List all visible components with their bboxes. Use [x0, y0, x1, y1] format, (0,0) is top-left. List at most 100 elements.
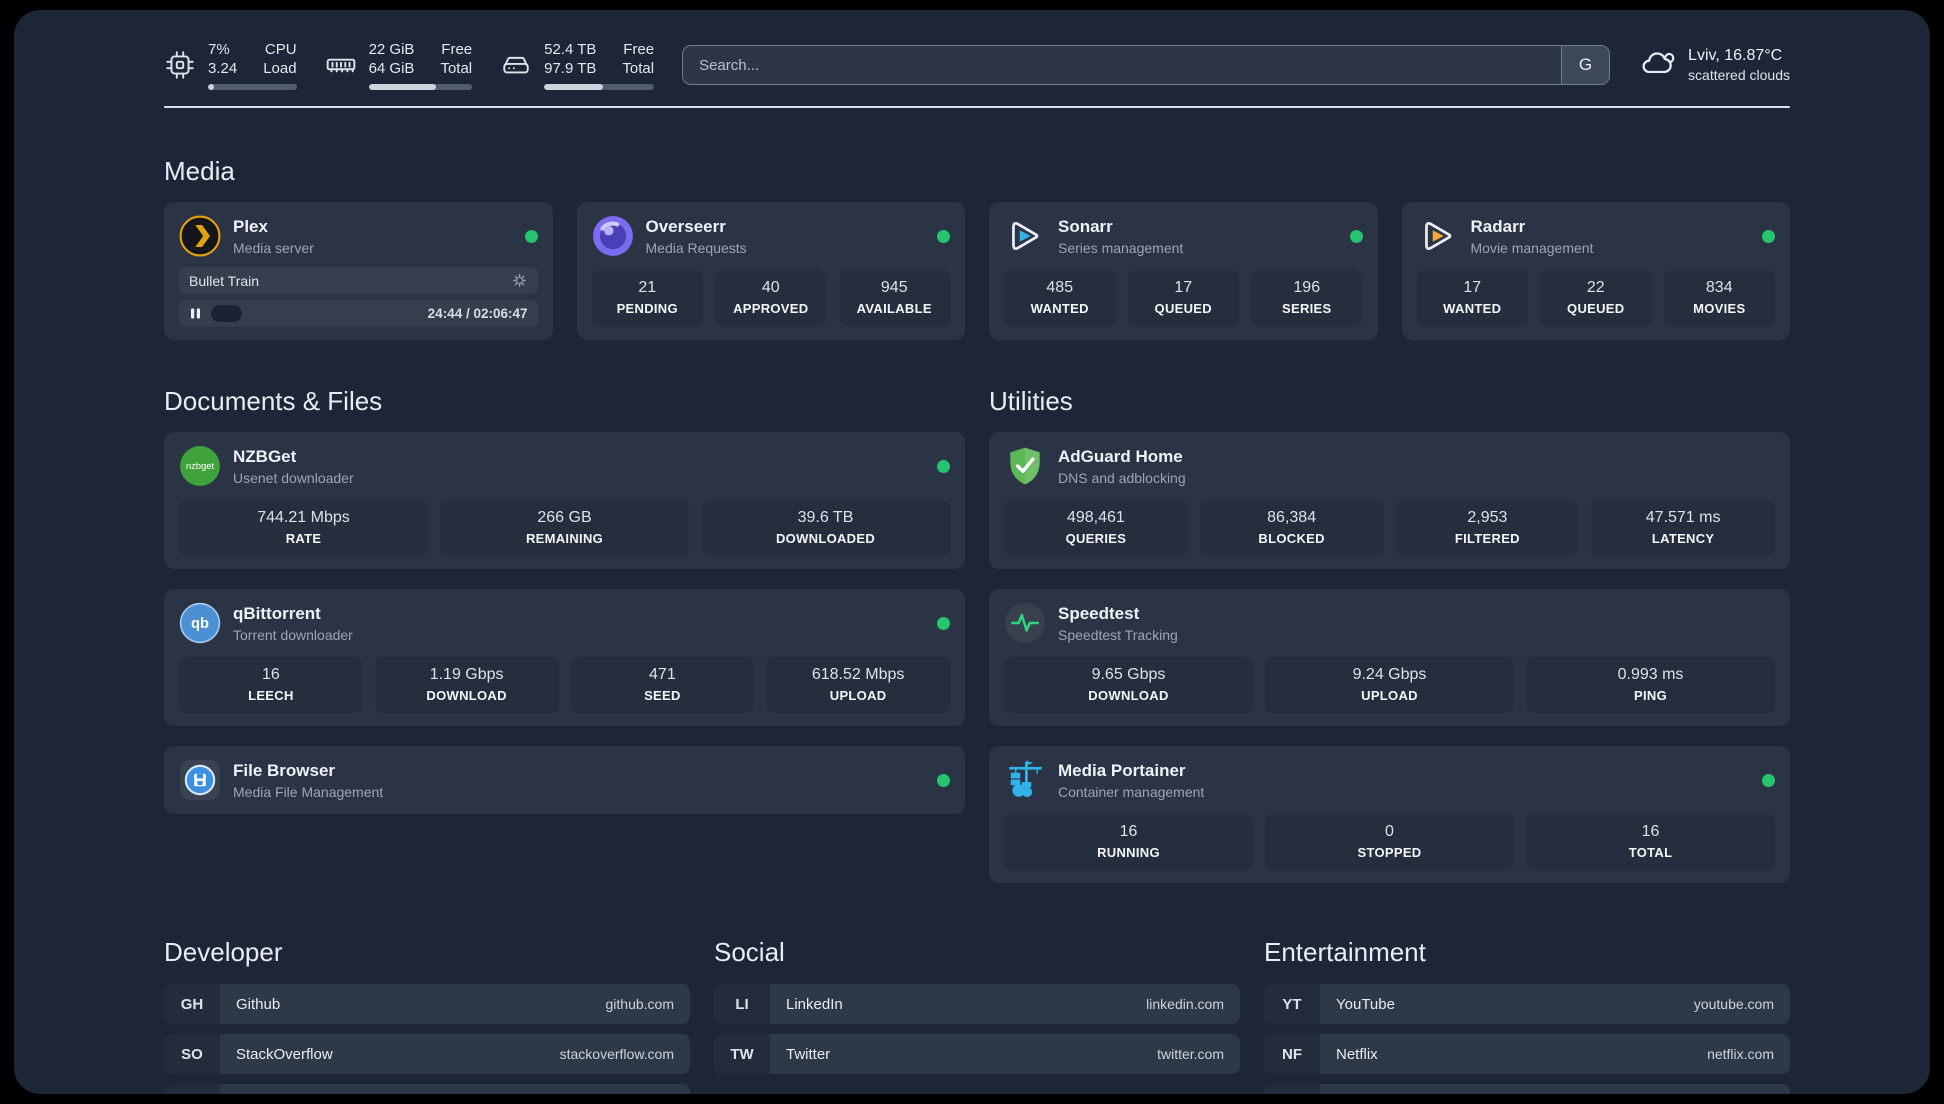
utilities-column: Utilities AdGuard Home	[989, 350, 1790, 903]
app-name: File Browser	[233, 760, 336, 780]
status-dot	[1349, 229, 1363, 243]
bookmark-netflix[interactable]: NF Netflix netflix.com	[1264, 1034, 1790, 1074]
app-card-nzbget[interactable]: nzbget NZBGet Usenet downloader 744.21 M…	[164, 432, 965, 569]
bookmark-name: LinkedIn	[786, 995, 843, 1013]
bookmark-twitter[interactable]: TW Twitter twitter.com	[714, 1034, 1240, 1074]
section-title-utilities: Utilities	[989, 386, 1073, 416]
memory-total-value: 64 GiB	[368, 60, 415, 77]
stat-tile-downloaded: 39.6 TB DOWNLOADED	[701, 500, 950, 556]
app-card-adguard[interactable]: AdGuard Home DNS and adblocking 498,461 …	[989, 432, 1790, 569]
app-name: NZBGet	[233, 446, 297, 466]
app-desc: Container management	[1058, 783, 1205, 800]
section-title-media: Media	[164, 156, 235, 186]
app-card-radarr[interactable]: Radarr Movie management 17 WANTED 22 QUE…	[1401, 202, 1790, 340]
plex-now-playing: Bullet Train	[179, 267, 538, 327]
radarr-icon	[1417, 215, 1459, 257]
app-desc: Speedtest Tracking	[1058, 626, 1178, 643]
media-grid: Plex Media server Bullet Train	[164, 202, 1790, 340]
bookmark-url: youtube.com	[1693, 996, 1774, 1012]
bookmark-url: github.com	[605, 996, 674, 1012]
svg-text:qb: qb	[191, 616, 209, 632]
app-card-portainer[interactable]: Media Portainer Container management 16 …	[989, 746, 1790, 883]
bookmark-url: linkedin.com	[1146, 996, 1224, 1012]
stat-tile-remaining: 266 GB REMAINING	[440, 500, 689, 556]
weather-location-temp: Lviv, 16.87°C	[1688, 47, 1783, 64]
storage-free-value: 52.4 TB	[544, 41, 597, 58]
bookmark-linkedin[interactable]: LI LinkedIn linkedin.com	[714, 984, 1240, 1024]
sonarr-icon	[1004, 215, 1046, 257]
app-card-qbittorrent[interactable]: qb qBittorrent Torrent downloader 16 LEE…	[164, 589, 965, 726]
bookmark-group-developer: Developer GH Github github.com SO StackO…	[164, 937, 690, 1094]
bookmark-group-social: Social LI LinkedIn linkedin.com TW Twitt…	[714, 937, 1240, 1094]
section-title-entertainment: Entertainment	[1264, 937, 1426, 967]
app-desc: Media File Management	[233, 783, 384, 800]
stat-tile-available: 945 AVAILABLE	[838, 270, 950, 326]
app-name: Overseerr	[645, 216, 726, 236]
now-playing-title: Bullet Train	[189, 272, 260, 289]
stat-tile-latency: 47.571 ms LATENCY	[1591, 500, 1775, 556]
stat-tile-total: 16 TOTAL	[1526, 814, 1775, 870]
overseerr-icon	[592, 215, 634, 257]
app-desc: Media server	[233, 239, 314, 256]
stat-tile-wanted: 485 WANTED	[1004, 270, 1116, 326]
bookmark-abbr: SO	[164, 1034, 220, 1074]
search-engine-button[interactable]: G	[1561, 46, 1610, 84]
app-name: Plex	[233, 216, 268, 236]
bookmark-name: Twitter	[786, 1045, 831, 1063]
app-name: AdGuard Home	[1058, 446, 1183, 466]
qbittorrent-icon: qb	[179, 602, 221, 644]
app-desc: Usenet downloader	[233, 469, 354, 486]
playback-progress-bar[interactable]	[211, 305, 419, 322]
status-dot	[937, 459, 950, 473]
stat-tile-leech: 16 LEECH	[179, 657, 363, 713]
bookmark-abbr: LI	[714, 984, 770, 1024]
ram-icon	[325, 49, 357, 81]
bookmark-youtube[interactable]: YT YouTube youtube.com	[1264, 984, 1790, 1024]
portainer-icon	[1004, 759, 1046, 801]
status-dot	[1762, 229, 1775, 243]
search-bar: G	[682, 45, 1611, 85]
stat-tile-series: 196 SERIES	[1251, 270, 1363, 326]
status-dot	[524, 229, 538, 243]
weather-widget[interactable]: Lviv, 16.87°C scattered clouds	[1638, 44, 1790, 87]
cpu-usage-value: 7%	[208, 41, 230, 58]
stat-tile-stopped: 0 STOPPED	[1265, 814, 1514, 870]
memory-free-value: 22 GiB	[368, 41, 415, 58]
gear-icon[interactable]	[511, 272, 528, 289]
app-name: Speedtest	[1058, 603, 1140, 623]
bookmark-group-entertainment: Entertainment YT YouTube youtube.com NF …	[1264, 937, 1790, 1094]
documents-column: Documents & Files nzbget NZBGet Usenet d	[164, 350, 965, 903]
app-card-filebrowser[interactable]: File Browser Media File Management	[164, 746, 965, 814]
storage-total-label: Total	[622, 60, 655, 77]
bookmark-github[interactable]: GH Github github.com	[164, 984, 690, 1024]
cpu-progress-bar	[208, 84, 297, 90]
search-input[interactable]	[682, 45, 1611, 85]
status-dot	[937, 616, 950, 630]
stat-tile-download: 9.65 Gbps DOWNLOAD	[1004, 657, 1253, 713]
nzbget-icon: nzbget	[179, 445, 221, 487]
app-name: Media Portainer	[1058, 760, 1186, 780]
pause-icon[interactable]	[189, 307, 202, 320]
status-dot	[1762, 773, 1775, 787]
app-card-sonarr[interactable]: Sonarr Series management 485 WANTED 17 Q…	[989, 202, 1378, 340]
plex-icon	[179, 215, 221, 257]
section-title-social: Social	[714, 937, 785, 967]
disk-icon	[500, 49, 532, 81]
app-desc: Series management	[1058, 239, 1184, 256]
bookmark-reddit[interactable]: RE Reddit reddit.com	[1264, 1084, 1790, 1094]
bookmark-url: twitter.com	[1157, 1046, 1224, 1062]
bookmark-url: stackoverflow.com	[559, 1046, 674, 1062]
bookmark-abbr: YT	[1264, 984, 1320, 1024]
app-desc: DNS and adblocking	[1058, 469, 1186, 486]
bookmark-abbr: GH	[164, 984, 220, 1024]
cpu-usage-label: CPU	[264, 41, 297, 58]
bookmark-abbr: RE	[1264, 1084, 1320, 1094]
app-card-plex[interactable]: Plex Media server Bullet Train	[164, 202, 553, 340]
app-card-speedtest[interactable]: Speedtest Speedtest Tracking 9.65 Gbps D…	[989, 589, 1790, 726]
bookmark-abbr: DT	[164, 1084, 220, 1094]
bookmark-abbr: TW	[714, 1034, 770, 1074]
bookmark-stackoverflow[interactable]: SO StackOverflow stackoverflow.com	[164, 1034, 690, 1074]
bookmark-dev[interactable]: DT DEV dev.to	[164, 1084, 690, 1094]
app-card-overseerr[interactable]: Overseerr Media Requests 21 PENDING 40 A…	[576, 202, 965, 340]
dashboard: 7% CPU 3.24 Load	[14, 10, 1930, 1094]
